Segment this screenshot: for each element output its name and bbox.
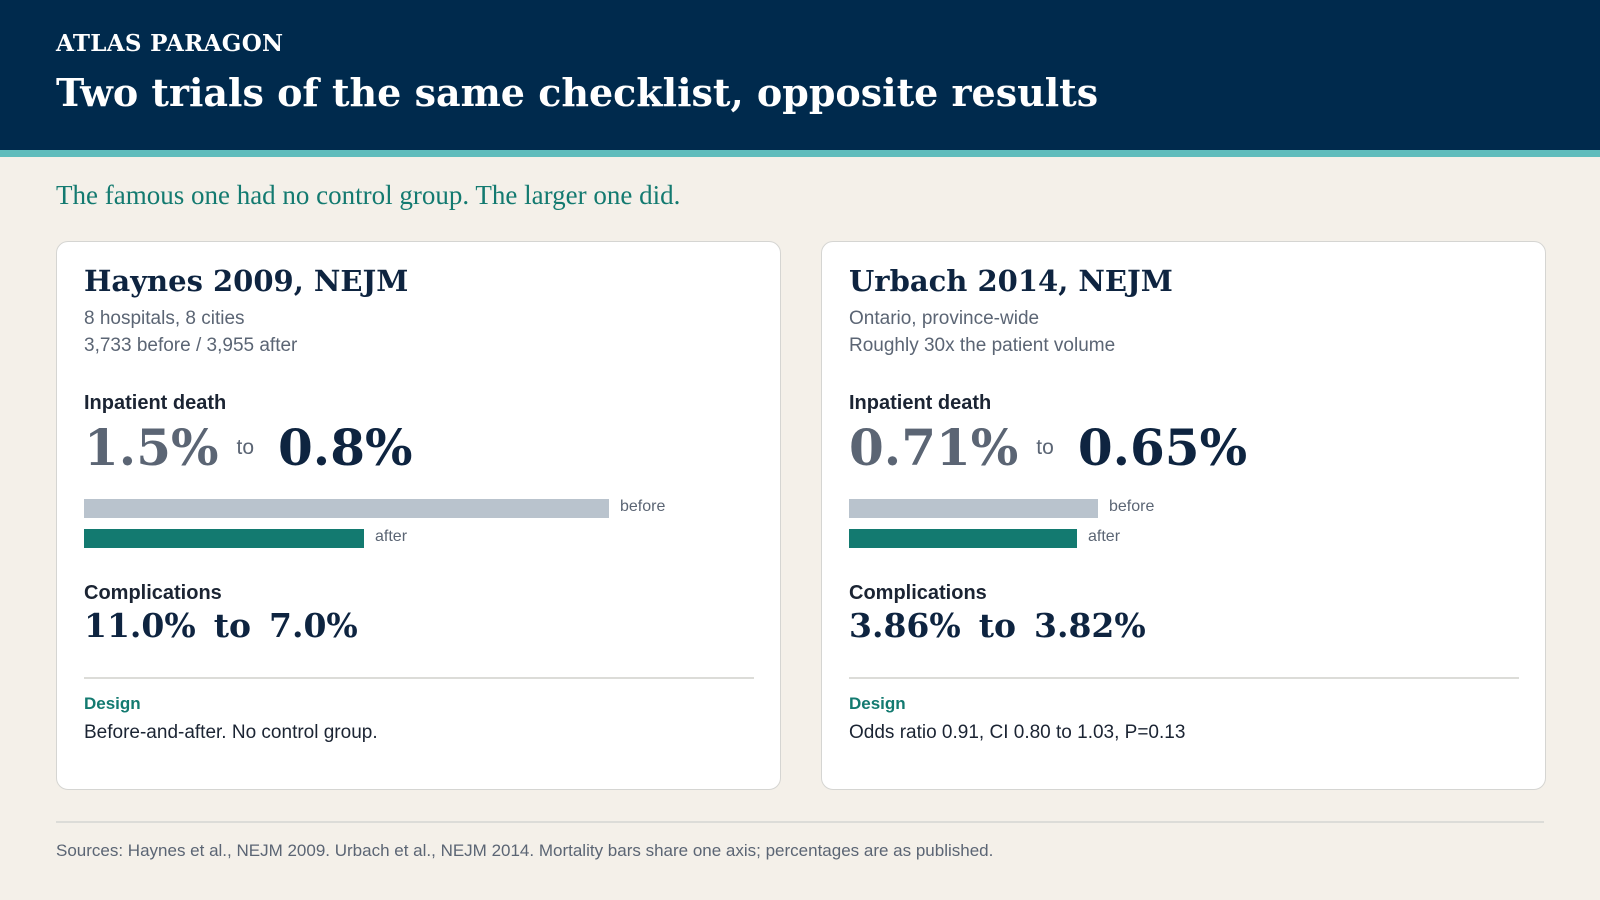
- footer-rule: [56, 821, 1544, 823]
- card-divider: [849, 677, 1519, 679]
- complications-values: 3.86% to 3.82%: [849, 606, 1146, 645]
- design-label: Design: [84, 694, 141, 713]
- trial-title: Haynes 2009, NEJM: [84, 264, 409, 298]
- before-bar-label: before: [620, 498, 666, 515]
- death-before-value: 1.5%: [84, 418, 219, 477]
- trial-meta-sites: Ontario, province-wide: [849, 308, 1040, 329]
- trial-card-haynes: Haynes 2009, NEJM 8 hospitals, 8 cities …: [56, 241, 781, 790]
- design-text: Before-and-after. No control group.: [84, 722, 378, 743]
- complications-after-value: 7.0%: [269, 606, 358, 645]
- trial-title: Urbach 2014, NEJM: [849, 264, 1173, 298]
- brand-name: ATLAS PARAGON: [56, 30, 284, 57]
- death-before-value: 0.71%: [849, 418, 1019, 477]
- design-text: Odds ratio 0.91, CI 0.80 to 1.03, P=0.13: [849, 722, 1186, 743]
- after-bar-label: after: [1088, 528, 1121, 545]
- complications-label: Complications: [84, 582, 222, 604]
- complications-after-value: 3.82%: [1034, 606, 1146, 645]
- page-subtitle: The famous one had no control group. The…: [56, 180, 681, 210]
- death-to-word: to: [236, 435, 255, 459]
- complications-to-word: to: [213, 606, 251, 645]
- before-bar-label: before: [1109, 498, 1155, 515]
- death-after-value: 0.65%: [1077, 418, 1248, 477]
- after-bar-label: after: [375, 528, 408, 545]
- death-label: Inpatient death: [84, 392, 227, 414]
- trial-meta-patients: 3,733 before / 3,955 after: [84, 335, 298, 356]
- sources-footnote: Sources: Haynes et al., NEJM 2009. Urbac…: [56, 841, 994, 860]
- death-before-bar: [849, 499, 1098, 518]
- page-title: Two trials of the same checklist, opposi…: [56, 70, 1099, 115]
- complications-to-word: to: [978, 606, 1016, 645]
- death-after-value: 0.8%: [278, 418, 413, 477]
- death-after-bar: [84, 529, 364, 548]
- card-divider: [84, 677, 754, 679]
- death-before-bar: [84, 499, 609, 518]
- complications-label: Complications: [849, 582, 987, 604]
- death-after-bar: [849, 529, 1077, 548]
- trial-card-urbach: Urbach 2014, NEJM Ontario, province-wide…: [821, 241, 1546, 790]
- trial-meta-patients: Roughly 30x the patient volume: [849, 335, 1116, 356]
- complications-before-value: 11.0%: [84, 606, 196, 645]
- trial-meta-sites: 8 hospitals, 8 cities: [84, 308, 245, 329]
- death-values: 0.71% to 0.65%: [849, 418, 1247, 477]
- design-label: Design: [849, 694, 906, 713]
- complications-before-value: 3.86%: [849, 606, 961, 645]
- death-label: Inpatient death: [849, 392, 992, 414]
- complications-values: 11.0% to 7.0%: [84, 606, 358, 645]
- death-values: 1.5% to 0.8%: [84, 418, 413, 477]
- death-to-word: to: [1036, 435, 1054, 459]
- header-banner: [0, 0, 1600, 150]
- accent-rule: [0, 150, 1600, 157]
